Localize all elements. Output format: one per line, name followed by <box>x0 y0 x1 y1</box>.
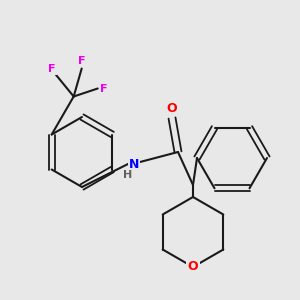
Text: O: O <box>188 260 198 274</box>
Text: F: F <box>48 64 56 74</box>
Text: H: H <box>123 170 133 180</box>
Text: O: O <box>167 101 177 115</box>
Text: F: F <box>100 83 107 94</box>
Text: N: N <box>129 158 139 170</box>
Text: F: F <box>78 56 85 65</box>
